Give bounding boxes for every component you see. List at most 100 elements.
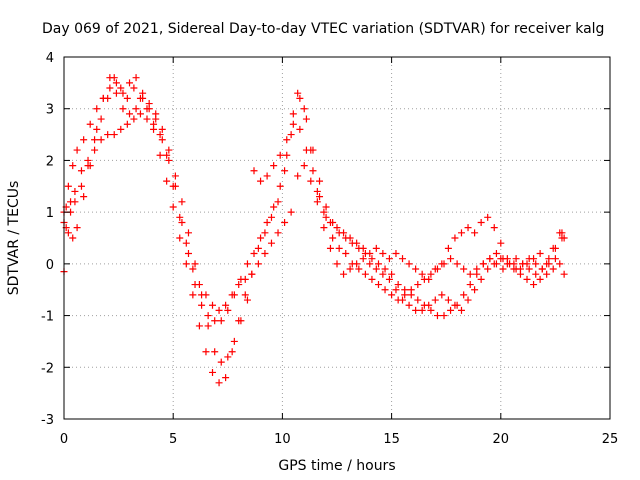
data-point-track-4 (460, 291, 468, 299)
data-point-track-4 (191, 260, 199, 268)
data-point-track-2 (283, 151, 291, 159)
data-point-track-4 (558, 229, 566, 237)
data-point-track-3 (320, 224, 328, 232)
data-point-track-3 (176, 213, 184, 221)
y-tick-label: 0 (46, 258, 54, 273)
data-point-track-1 (215, 379, 223, 387)
plot-frame (63, 56, 611, 420)
data-point-track-2 (270, 203, 278, 211)
data-point-track-3 (91, 146, 99, 154)
data-point-track-4 (342, 234, 350, 242)
data-point-track-1 (123, 94, 131, 102)
data-point-track-1 (497, 239, 505, 247)
data-point-track-1 (156, 151, 164, 159)
data-point-track-3 (340, 270, 348, 278)
data-point-track-2 (466, 270, 474, 278)
data-point-track-2 (525, 265, 533, 273)
data-point-track-2 (289, 120, 297, 128)
data-point-track-1 (222, 374, 230, 382)
data-point-track-1 (379, 250, 387, 258)
data-point-track-1 (392, 250, 400, 258)
data-point-track-4 (64, 182, 72, 190)
data-point-track-4 (178, 198, 186, 206)
data-point-track-1 (294, 89, 302, 97)
data-point-track-4 (276, 151, 284, 159)
y-tick-label: 1 (46, 206, 54, 221)
data-point-track-3 (294, 172, 302, 180)
data-point-track-3 (195, 281, 203, 289)
data-point-track-3 (117, 125, 125, 133)
data-point-track-4 (381, 265, 389, 273)
data-point-track-3 (556, 260, 564, 268)
data-point-track-2 (453, 260, 461, 268)
data-point-track-4 (401, 286, 409, 294)
data-point-track-2 (322, 213, 330, 221)
axis-ticks: 0 5 10 15 20 25 -3 -2 -1 0 1 2 3 4 (41, 51, 618, 447)
data-point-track-1 (274, 198, 282, 206)
data-point-track-2 (433, 265, 441, 273)
data-point-track-3 (71, 187, 79, 195)
data-point-track-2 (276, 182, 284, 190)
data-point-track-2 (512, 255, 520, 263)
data-point-track-4 (112, 89, 120, 97)
data-point-track-4 (329, 218, 337, 226)
data-point-track-3 (123, 120, 131, 128)
data-point-track-3 (241, 275, 249, 283)
data-point-track-2 (368, 275, 376, 283)
data-point-track-3 (307, 177, 315, 185)
data-point-track-4 (519, 260, 527, 268)
data-point-track-1 (169, 203, 177, 211)
data-point-track-1 (176, 234, 184, 242)
data-point-track-1 (412, 265, 420, 273)
data-point-track-3 (346, 265, 354, 273)
data-point-track-2 (93, 125, 101, 133)
data-point-track-2 (414, 281, 422, 289)
data-point-track-1 (195, 322, 203, 330)
data-point-track-1 (91, 136, 99, 144)
data-point-track-3 (477, 275, 485, 283)
data-point-track-3 (77, 167, 85, 175)
data-point-track-1 (267, 213, 275, 221)
data-point-track-1 (97, 115, 105, 123)
x-tick-label: 5 (169, 432, 177, 447)
data-point-track-4 (394, 281, 402, 289)
data-point-track-2 (211, 317, 219, 325)
data-point-track-2 (165, 156, 173, 164)
data-point-track-3 (163, 151, 171, 159)
data-point-track-2 (64, 229, 72, 237)
data-point-track-4 (158, 125, 166, 133)
data-point-track-4 (322, 203, 330, 211)
data-point-track-3 (333, 260, 341, 268)
data-point-track-3 (215, 306, 223, 314)
data-point-track-4 (427, 306, 435, 314)
data-point-track-2 (217, 317, 225, 325)
data-point-track-3 (189, 265, 197, 273)
data-point-track-1 (202, 348, 210, 356)
data-point-track-2 (158, 136, 166, 144)
chart-title: Day 069 of 2021, Sidereal Day-to-day VTE… (42, 21, 604, 37)
data-point-track-4 (204, 322, 212, 330)
data-point-track-3 (261, 250, 269, 258)
data-point-track-3 (516, 270, 524, 278)
data-point-track-3 (353, 260, 361, 268)
data-point-track-4 (296, 94, 304, 102)
data-point-track-4 (302, 115, 310, 123)
data-point-track-4 (361, 250, 369, 258)
data-point-track-1 (117, 84, 125, 92)
data-point-track-4 (106, 84, 114, 92)
data-point-track-3 (372, 265, 380, 273)
data-point-track-3 (150, 120, 158, 128)
x-tick-label: 15 (383, 432, 400, 447)
data-point-track-4 (479, 260, 487, 268)
data-point-track-4 (532, 260, 540, 268)
data-point-track-2 (126, 79, 134, 87)
data-point-track-1 (399, 255, 407, 263)
data-point-track-3 (412, 306, 420, 314)
data-point-track-4 (447, 306, 455, 314)
data-point-track-4 (270, 162, 278, 170)
data-point-track-4 (368, 255, 376, 263)
data-point-track-1 (261, 229, 269, 237)
data-point-track-3 (326, 244, 334, 252)
data-point-track-4 (80, 136, 88, 144)
